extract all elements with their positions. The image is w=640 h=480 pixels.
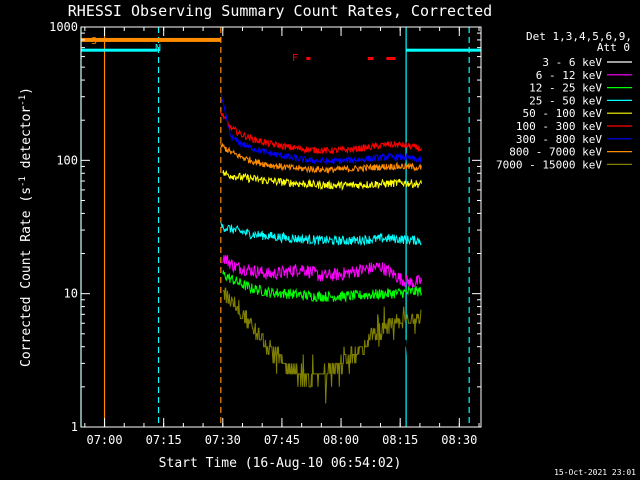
saa-label: S [91,36,97,47]
y-axis-label-mid: detector [19,106,34,177]
x-tick-label-0700: 07:00 [86,433,122,447]
y-axis-label-sup1: -1 [18,176,28,187]
x-tick-label-0745: 07:45 [264,433,300,447]
night-bar-1 [81,48,158,52]
series-line-5 [222,170,422,192]
legend-label-7: 300 - 800 keV [516,133,602,146]
series-line-4 [220,222,422,247]
x-tick-label-0830: 08:30 [441,433,477,447]
y-tick-label-100: 100 [56,153,78,167]
legend-label-2: 6 - 12 keV [536,69,603,82]
flare-label: F [292,53,298,64]
night-label: N [155,43,161,54]
plot-frame [80,26,482,428]
x-tick-label-0715: 07:15 [146,433,182,447]
y-axis-label-sup2: -1 [18,95,28,106]
footer-timestamp: 15-Oct-2021 23:01 [554,468,636,477]
legend-label-4: 25 - 50 keV [529,94,602,107]
y-tick-label-10: 10 [64,287,78,301]
series-line-8 [220,142,422,175]
legend-label-3: 12 - 25 keV [529,82,602,95]
legend-label-8: 800 - 7000 keV [509,146,602,159]
x-axis-label: Start Time (16-Aug-10 06:54:02) [159,456,402,471]
legend-label-1: 3 - 6 keV [542,56,602,69]
y-tick-label-1000: 1000 [49,20,78,34]
plot-area: S N F [80,26,482,428]
series-line-2 [222,255,422,289]
x-tick-label-0815: 08:15 [382,433,418,447]
series-line-9 [222,287,422,404]
flare-mark-3 [386,57,396,60]
legend-detectors: Det 1,3,4,5,6,9, [526,30,632,43]
series-line-3 [222,270,422,303]
x-tick-label-0800: 08:00 [323,433,359,447]
legend-label-9: 7000 - 15000 keV [496,158,602,171]
y-tick-label-1: 1 [71,420,78,434]
axis-ticks: 1 10 100 1000 07:00 07:15 07:30 07:45 08:00 08:15… [49,20,481,447]
series-line-6 [220,111,422,155]
legend-label-6: 100 - 300 keV [516,120,602,133]
y-axis-label: Corrected Count Rate (s-1 detector-1) [18,87,34,367]
y-axis-label-end: ) [19,87,34,95]
x-tick-label-0730: 07:30 [205,433,241,447]
y-axis-label-main: Corrected Count Rate (s [19,187,34,367]
night-bar-2 [406,48,481,52]
flare-mark-1 [306,57,311,60]
legend-attenuator: Att 0 [597,41,630,54]
flare-mark-2 [367,57,374,60]
legend-label-5: 50 - 100 keV [523,107,603,120]
chart-title: RHESSI Observing Summary Count Rates, Co… [68,2,492,20]
series-line-7 [220,92,422,165]
saa-bar-1 [81,37,221,42]
